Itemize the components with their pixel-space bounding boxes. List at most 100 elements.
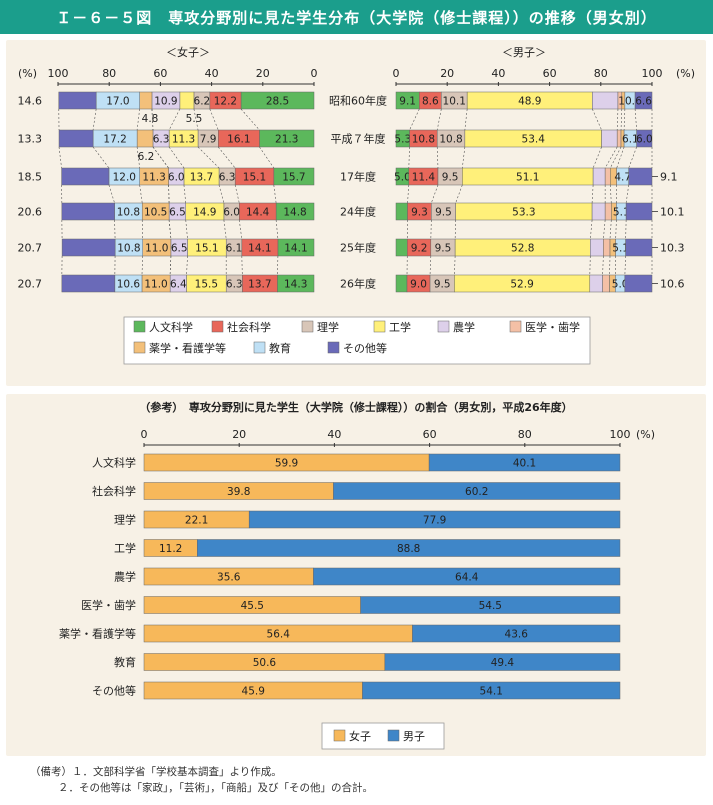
bottom-data-label: 43.6	[505, 629, 529, 641]
figure-title: Ｉ－６－５図 専攻分野別に見た学生分布（大学院（修士課程））の推移（男女別）	[0, 0, 713, 34]
female-bar-segment	[61, 167, 110, 186]
male-connector-line	[625, 184, 630, 204]
female-data-label: 10.5	[144, 207, 167, 219]
male-bar-segment	[590, 238, 604, 257]
bottom-percent-unit: (%)	[636, 428, 655, 441]
note-2: ２．その他等は「家政」，「芸術」，「商船」及び「その他」の合計。	[58, 782, 373, 794]
male-connector-line	[431, 184, 439, 204]
female-small-label: 4.8	[142, 113, 159, 125]
female-connector-line	[234, 184, 240, 204]
male-other-label: 10.1	[660, 206, 685, 219]
legend-label: 社会科学	[227, 320, 271, 334]
female-bar-segment	[179, 91, 195, 110]
bottom-data-label: 11.2	[159, 543, 182, 555]
male-connector-line	[464, 108, 468, 131]
male-bar-segment	[625, 238, 653, 257]
female-connector-line	[92, 146, 110, 169]
female-bar-segment	[61, 274, 116, 293]
bottom-data-label: 56.4	[267, 629, 291, 641]
bottom-data-label: 22.1	[185, 515, 208, 527]
year-label: 17年度	[340, 170, 376, 184]
female-connector-line	[168, 108, 181, 131]
male-data-label: 11.4	[412, 172, 436, 184]
legend-label: 人文科学	[149, 320, 193, 334]
legend-label: その他等	[343, 341, 387, 355]
male-bar-segment	[604, 167, 611, 186]
male-tick-label: 80	[594, 67, 608, 80]
bottom-category-label: 工学	[114, 541, 136, 555]
legend-swatch	[301, 320, 314, 333]
male-connector-line	[610, 146, 622, 169]
female-data-label: 15.1	[243, 172, 266, 184]
male-bar-segment	[592, 167, 606, 186]
male-connector-line	[592, 108, 602, 131]
female-data-label: 15.7	[282, 172, 305, 184]
female-data-label: 6.0	[223, 207, 240, 219]
female-tick-label: 60	[153, 67, 167, 80]
legend-swatch	[333, 729, 346, 742]
bottom-chart-panel: （参考） 専攻分野別に見た学生（大学院（修士課程））の割合（男女別，平成26年度…	[6, 394, 706, 756]
male-connector-line	[589, 255, 591, 276]
legend-label: 医学・歯学	[525, 320, 580, 334]
bottom-tick-label: 100	[610, 428, 631, 441]
female-connector-line	[185, 219, 188, 240]
year-label: 24年度	[340, 205, 376, 219]
male-data-label: 5.0	[394, 172, 411, 184]
male-data-label: 48.9	[518, 96, 541, 108]
male-tick-label: 40	[491, 67, 505, 80]
male-data-label: 5.1	[613, 207, 630, 219]
bottom-bar-segment	[333, 482, 621, 500]
female-data-label: 17.2	[103, 134, 126, 146]
female-connector-line	[240, 108, 260, 131]
female-connector-line	[168, 184, 170, 204]
male-bar-segment	[592, 91, 619, 110]
male-data-label: 6.0	[636, 134, 653, 146]
female-connector-line	[139, 184, 143, 204]
male-data-label: 52.8	[511, 243, 534, 255]
female-other-label: 20.7	[18, 242, 43, 255]
legend-swatch	[327, 341, 340, 354]
bottom-category-label: 農学	[114, 570, 136, 584]
bottom-bar-segment	[362, 681, 621, 700]
bottom-legend: 女子 男子	[321, 722, 445, 750]
female-connector-line	[193, 108, 199, 131]
male-connector-line	[615, 219, 617, 240]
female-connector-line	[141, 255, 144, 276]
female-data-label: 13.7	[248, 279, 271, 291]
female-percent-unit: (%)	[18, 67, 37, 80]
female-data-label: 6.3	[226, 279, 243, 291]
male-data-label: 10.8	[439, 134, 462, 146]
male-connector-line	[624, 255, 626, 276]
female-data-label: 6.0	[168, 172, 185, 184]
year-label: 昭和60年度	[329, 94, 387, 108]
male-bar-segment	[628, 167, 653, 186]
bottom-data-label: 40.1	[513, 458, 536, 470]
male-tick-label: 60	[543, 67, 557, 80]
female-data-label: 6.2	[194, 96, 211, 108]
female-other-label: 13.3	[18, 133, 43, 146]
male-connector-line	[623, 108, 626, 131]
male-bar-segment	[591, 202, 606, 221]
bottom-chart-title: （参考） 専攻分野別に見た学生（大学院（修士課程））の割合（男女別，平成26年度…	[139, 400, 572, 414]
legend-label: 薬学・看護学等	[149, 341, 226, 355]
bottom-bar-segment	[360, 596, 621, 614]
female-connector-line	[277, 255, 279, 276]
female-connector-line	[197, 146, 220, 169]
male-data-label: 9.0	[410, 279, 427, 291]
female-data-label: 10.8	[117, 207, 140, 219]
male-data-label: 6.6	[635, 96, 652, 108]
male-connector-line	[454, 219, 456, 240]
female-data-label: 14.3	[284, 279, 307, 291]
female-data-label: 10.8	[117, 243, 140, 255]
male-bar-segment	[395, 202, 408, 221]
legend-swatch	[437, 320, 450, 333]
bottom-data-label: 45.5	[241, 600, 264, 612]
female-data-label: 16.1	[227, 134, 250, 146]
female-data-label: 6.5	[169, 207, 186, 219]
male-bar-segment	[616, 129, 622, 148]
bottom-bar-segment	[428, 453, 621, 472]
female-connector-line	[136, 108, 140, 131]
female-data-label: 10.6	[117, 279, 141, 291]
